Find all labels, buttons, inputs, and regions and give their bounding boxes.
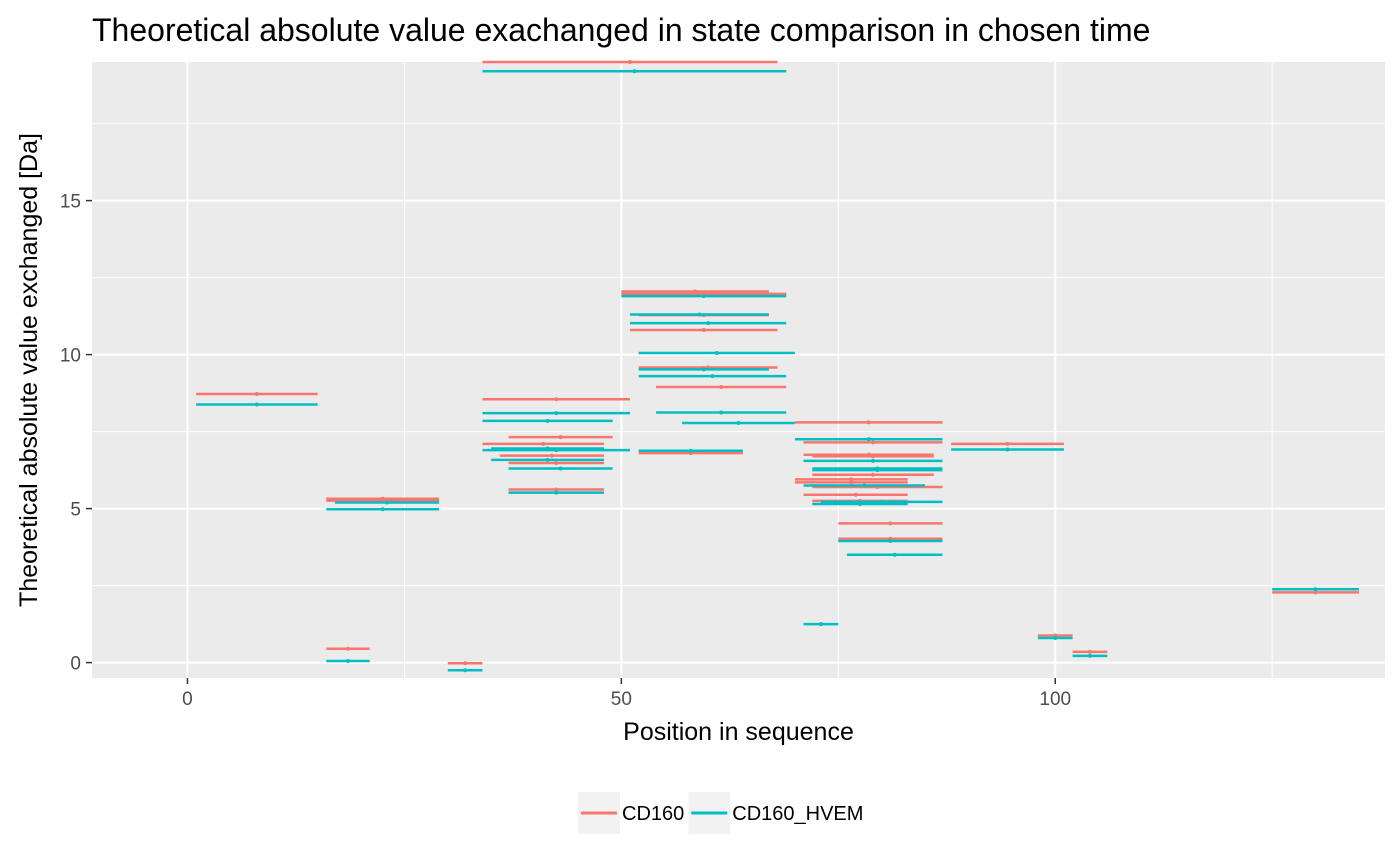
data-point-CD160_HVEM-11 xyxy=(558,466,563,471)
data-point-CD160-9 xyxy=(558,435,563,440)
x-tick-label: 100 xyxy=(1039,689,1071,710)
legend-label: CD160 xyxy=(622,803,684,825)
y-tick-label: 10 xyxy=(60,346,81,367)
x-axis-title: Position in sequence xyxy=(623,718,854,746)
data-point-CD160_HVEM-19 xyxy=(719,410,724,415)
grid-minor xyxy=(92,62,1385,678)
data-point-CD160-6 xyxy=(554,397,559,402)
data-point-CD160_HVEM-20 xyxy=(688,448,693,453)
data-point-CD160-20 xyxy=(871,440,876,445)
y-tick-label: 0 xyxy=(70,654,81,675)
data-point-CD160_HVEM-9 xyxy=(545,446,550,451)
data-point-CD160-7 xyxy=(541,441,546,446)
data-point-CD160-28 xyxy=(871,472,876,477)
x-tick-label: 0 xyxy=(182,689,193,710)
data-point-CD160-18 xyxy=(719,384,724,389)
grid-major xyxy=(92,62,1385,678)
data-point-CD160_HVEM-5 xyxy=(632,69,637,74)
data-point-CD160_HVEM-33 xyxy=(1053,635,1058,640)
data-point-CD160-11 xyxy=(554,487,559,492)
y-tick-label: 15 xyxy=(60,192,81,213)
data-point-CD160-14 xyxy=(701,327,706,332)
data-point-CD160_HVEM-32 xyxy=(1005,447,1010,452)
data-point-CD160-33 xyxy=(1087,649,1092,654)
data-point-CD160_HVEM-1 xyxy=(345,659,350,664)
data-point-CD160_HVEM-2 xyxy=(385,500,390,505)
data-point-CD160-10 xyxy=(554,461,559,466)
data-point-CD160_HVEM-17 xyxy=(701,367,706,372)
data-point-CD160_HVEM-29 xyxy=(888,538,893,543)
data-point-CD160_HVEM-26 xyxy=(862,483,867,488)
legend-label: CD160_HVEM xyxy=(732,803,863,825)
data-point-CD160_HVEM-4 xyxy=(463,668,468,673)
legend: CD160 CD160_HVEM xyxy=(578,792,863,834)
data-marks xyxy=(196,60,1359,673)
data-point-CD160_HVEM-13 xyxy=(701,294,706,299)
data-point-CD160-23 xyxy=(849,477,854,482)
data-point-CD160_HVEM-18 xyxy=(710,374,715,379)
data-point-CD160-0 xyxy=(254,392,259,397)
data-point-CD160-34 xyxy=(1313,590,1318,595)
data-point-CD160-25 xyxy=(853,492,858,497)
y-tick-label: 5 xyxy=(70,500,81,521)
data-point-CD160_HVEM-12 xyxy=(554,490,559,495)
data-point-CD160-29 xyxy=(888,521,893,526)
data-point-CD160-22 xyxy=(871,454,876,459)
data-point-CD160_HVEM-10 xyxy=(545,457,550,462)
data-point-CD160_HVEM-7 xyxy=(545,418,550,423)
series-CD160_HVEM xyxy=(196,69,1359,673)
data-point-CD160_HVEM-21 xyxy=(736,420,741,425)
data-point-CD160_HVEM-16 xyxy=(714,351,719,356)
data-point-CD160-24 xyxy=(849,480,854,485)
data-point-CD160-19 xyxy=(866,420,871,425)
data-point-CD160_HVEM-3 xyxy=(380,507,385,512)
data-point-CD160_HVEM-31 xyxy=(818,622,823,627)
data-point-CD160-8 xyxy=(549,453,554,458)
data-point-CD160_HVEM-6 xyxy=(554,411,559,416)
data-point-CD160_HVEM-35 xyxy=(1313,587,1318,592)
data-point-CD160-31 xyxy=(1005,441,1010,446)
data-point-CD160_HVEM-0 xyxy=(254,402,259,407)
chart-title: Theoretical absolute value exachanged in… xyxy=(92,12,1150,48)
data-point-CD160-12 xyxy=(693,289,698,294)
x-tick-label: 50 xyxy=(611,689,632,710)
data-point-CD160-1 xyxy=(345,646,350,651)
legend-item-CD160: CD160 xyxy=(578,792,684,834)
y-axis-title: Theoretical absolute value exchanged [Da… xyxy=(15,133,43,607)
data-point-CD160_HVEM-23 xyxy=(871,458,876,463)
data-point-CD160_HVEM-22 xyxy=(866,437,871,442)
data-point-CD160_HVEM-14 xyxy=(697,312,702,317)
series-CD160 xyxy=(196,60,1359,666)
data-point-CD160_HVEM-30 xyxy=(892,552,897,557)
data-point-CD160-5 xyxy=(628,60,633,64)
data-point-CD160_HVEM-28 xyxy=(879,499,884,504)
data-point-CD160-4 xyxy=(463,661,468,666)
data-point-CD160_HVEM-15 xyxy=(706,321,711,326)
legend-item-CD160_HVEM: CD160_HVEM xyxy=(688,792,863,834)
data-point-CD160_HVEM-34 xyxy=(1087,653,1092,658)
axes: 0 50 100 0 5 10 15 xyxy=(60,192,1071,710)
data-point-CD160_HVEM-25 xyxy=(875,468,880,473)
